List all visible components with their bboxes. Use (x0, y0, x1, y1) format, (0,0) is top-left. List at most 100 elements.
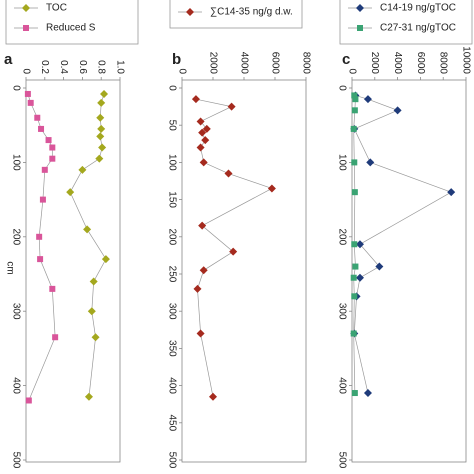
data-point (224, 169, 233, 178)
x-tick-label: 0.8 (96, 60, 107, 74)
data-point (100, 89, 109, 98)
y-tick-label: 400 (336, 377, 347, 394)
legend-label: TOC (46, 3, 67, 14)
data-point (351, 107, 358, 114)
x-tick-label: 8000 (438, 52, 449, 75)
y-tick-label: 300 (166, 303, 177, 320)
x-tick-label: 0.4 (58, 60, 69, 74)
data-point (355, 273, 364, 282)
y-tick-label: 500 (336, 452, 347, 469)
legend-marker (22, 4, 30, 12)
data-point (97, 98, 106, 107)
y-tick-label: 0 (336, 85, 347, 91)
data-point (49, 155, 56, 162)
data-point (34, 114, 41, 121)
data-point (193, 284, 202, 293)
data-point (37, 256, 44, 263)
y-tick-label: 500 (166, 452, 177, 469)
data-point (229, 247, 238, 256)
y-tick-label: 0 (166, 85, 177, 91)
x-tick-label: 4000 (392, 52, 403, 75)
data-point (78, 165, 87, 174)
data-point (393, 106, 402, 115)
y-tick-label: 100 (10, 154, 21, 171)
legend-label: C27-31 ng/gTOC (380, 23, 456, 34)
data-point (198, 221, 207, 230)
data-point (351, 159, 358, 166)
data-point (49, 144, 56, 151)
y-tick-label: 300 (10, 303, 21, 320)
y-tick-label: 350 (166, 340, 177, 357)
data-point (38, 125, 45, 132)
legend-marker (357, 25, 363, 31)
legend-label: ∑C14-35 ng/g d.w. (210, 7, 293, 18)
data-point (350, 274, 357, 281)
data-point (96, 113, 105, 122)
panel-letter: b (172, 51, 181, 68)
data-point (196, 329, 205, 338)
y-tick-label: 250 (166, 266, 177, 283)
data-point (352, 263, 359, 270)
data-point (363, 95, 372, 104)
x-tick-label: 2000 (207, 52, 218, 75)
legend-marker (23, 25, 29, 31)
y-tick-label: 150 (166, 191, 177, 208)
y-tick-label: 100 (166, 154, 177, 171)
y-tick-label: 200 (10, 228, 21, 245)
y-tick-label: 200 (166, 228, 177, 245)
x-tick-label: 0.2 (39, 60, 50, 74)
data-point (199, 158, 208, 167)
depth-axis-label: cm (4, 261, 15, 274)
data-point (96, 132, 105, 141)
x-tick-label: 0 (346, 68, 357, 74)
legend-label: C14-19 ng/gTOC (380, 3, 456, 14)
y-tick-label: 100 (336, 154, 347, 171)
y-tick-label: 500 (10, 452, 21, 469)
data-point (267, 184, 276, 193)
data-point (25, 397, 32, 404)
data-point (447, 188, 456, 197)
x-tick-label: 0 (176, 68, 187, 74)
x-tick-label: 6000 (415, 52, 426, 75)
panel-letter: c (342, 51, 350, 68)
data-point (87, 307, 96, 316)
x-tick-label: 8000 (300, 52, 311, 75)
data-point (351, 390, 358, 397)
data-point (201, 136, 210, 145)
plot-frame (25, 79, 121, 463)
data-point (45, 137, 52, 144)
x-tick-label: 10000 (460, 46, 471, 74)
data-point (98, 143, 107, 152)
data-point (24, 90, 31, 97)
data-point (41, 166, 48, 173)
y-tick-label: 200 (336, 228, 347, 245)
x-tick-label: 0 (20, 68, 31, 74)
data-point (375, 262, 384, 271)
data-point (89, 277, 98, 286)
data-point (352, 96, 359, 103)
data-point (191, 95, 200, 104)
x-tick-label: 0.6 (77, 60, 88, 74)
y-tick-label: 400 (166, 377, 177, 394)
data-point (84, 392, 93, 401)
x-tick-label: 2000 (369, 52, 380, 75)
series-line (353, 95, 453, 394)
y-tick-label: 0 (10, 85, 21, 91)
legend-marker (186, 8, 194, 16)
data-point (39, 196, 46, 203)
y-tick-label: 450 (166, 414, 177, 431)
data-point (49, 285, 56, 292)
data-point (101, 255, 110, 264)
plot-frame (351, 79, 467, 463)
data-point (351, 241, 358, 248)
data-point (198, 128, 207, 137)
data-point (363, 389, 372, 398)
data-point (355, 240, 364, 249)
x-tick-label: 1.0 (114, 60, 125, 74)
data-point (209, 392, 217, 401)
panel-letter: a (4, 51, 13, 68)
data-point (196, 117, 205, 126)
data-point (351, 189, 358, 196)
data-point (350, 125, 357, 132)
